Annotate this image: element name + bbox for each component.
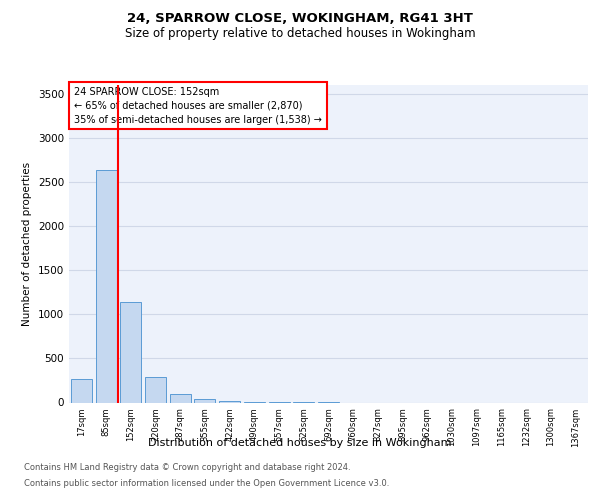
- Bar: [170, 394, 191, 402]
- Text: 24, SPARROW CLOSE, WOKINGHAM, RG41 3HT: 24, SPARROW CLOSE, WOKINGHAM, RG41 3HT: [127, 12, 473, 26]
- Y-axis label: Number of detached properties: Number of detached properties: [22, 162, 32, 326]
- Bar: [145, 377, 166, 402]
- Text: 24 SPARROW CLOSE: 152sqm
← 65% of detached houses are smaller (2,870)
35% of sem: 24 SPARROW CLOSE: 152sqm ← 65% of detach…: [74, 86, 322, 124]
- Bar: [71, 378, 92, 402]
- Text: Size of property relative to detached houses in Wokingham: Size of property relative to detached ho…: [125, 28, 475, 40]
- Text: Contains HM Land Registry data © Crown copyright and database right 2024.: Contains HM Land Registry data © Crown c…: [24, 464, 350, 472]
- Bar: [95, 170, 116, 402]
- Text: Distribution of detached houses by size in Wokingham: Distribution of detached houses by size …: [148, 438, 452, 448]
- Text: Contains public sector information licensed under the Open Government Licence v3: Contains public sector information licen…: [24, 478, 389, 488]
- Bar: [120, 302, 141, 402]
- Bar: [194, 398, 215, 402]
